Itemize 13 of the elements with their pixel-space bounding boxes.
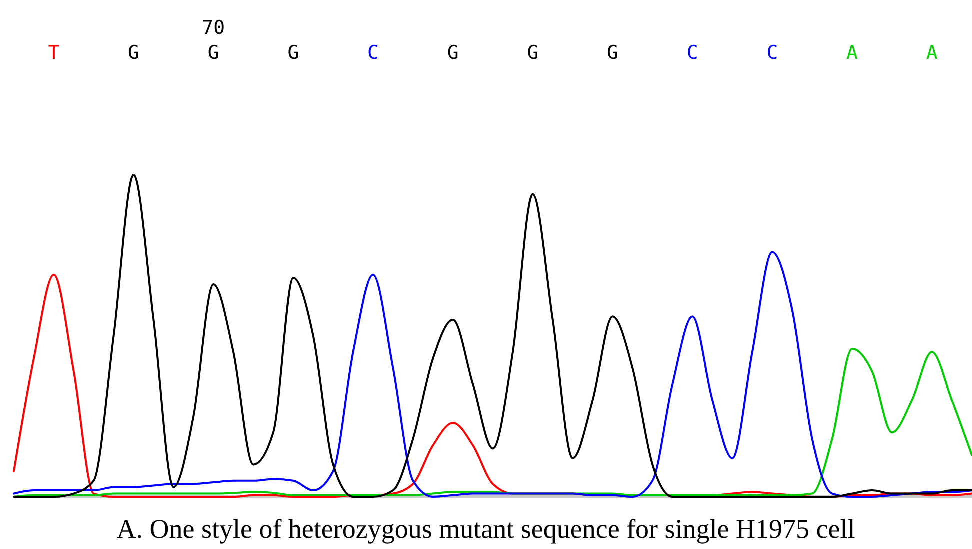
x-tick-label: T	[48, 42, 60, 64]
x-tick-label: C	[368, 42, 379, 64]
x-tick-label: C	[766, 42, 778, 64]
x-tick-label: A	[926, 42, 938, 64]
x-tick-label: G	[447, 42, 459, 64]
x-tick-label: G	[128, 42, 140, 64]
x-tick-label: G	[527, 42, 539, 64]
x-tick-label: C	[686, 42, 698, 64]
x-tick-label: G	[288, 42, 300, 64]
x-tick-label: 70 G	[202, 17, 226, 64]
x-tick-label: A	[846, 42, 859, 64]
text: A. One style of heterozygous mutant sequence for single H1975 cell	[116, 514, 856, 544]
x-tick-label: G	[607, 42, 618, 64]
